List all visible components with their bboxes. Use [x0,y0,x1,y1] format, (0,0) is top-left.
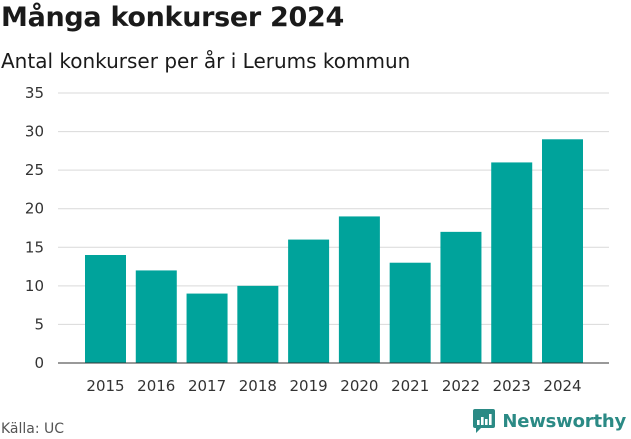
brand-logo: Newsworthy [472,408,626,434]
bar [237,285,279,363]
brand-name: Newsworthy [502,410,626,432]
newsworthy-logo-icon [473,409,496,433]
bar [542,139,583,363]
y-tick-label: 20 [25,200,44,218]
y-tick-label: 10 [25,277,44,295]
y-tick-label: 25 [25,161,44,179]
bar [491,162,533,363]
bar [135,270,177,363]
bar [440,231,482,363]
x-tick-label: 2016 [137,377,175,395]
y-tick-label: 0 [34,354,44,372]
x-tick-label: 2017 [188,377,226,395]
x-tick-label: 2020 [340,377,378,395]
x-tick-label: 2024 [543,377,581,395]
y-tick-label: 30 [25,123,44,141]
x-tick-label: 2018 [239,377,277,395]
x-tick-label: 2021 [391,377,429,395]
x-tick-label: 2022 [442,377,480,395]
chart-title: Många konkurser 2024 [1,2,344,33]
bar [338,216,380,363]
x-tick-label: 2019 [290,377,328,395]
bar [288,239,330,363]
y-tick-label: 35 [25,84,44,102]
x-tick-label: 2015 [86,377,124,395]
y-tick-label: 5 [34,315,44,333]
source-note: Källa: UC [1,421,65,437]
bar [85,255,126,363]
chart-subtitle: Antal konkurser per år i Lerums kommun [1,49,411,73]
bar [186,293,228,363]
x-tick-label: 2023 [493,377,531,395]
y-tick-label: 15 [25,238,44,256]
bar [389,262,431,363]
